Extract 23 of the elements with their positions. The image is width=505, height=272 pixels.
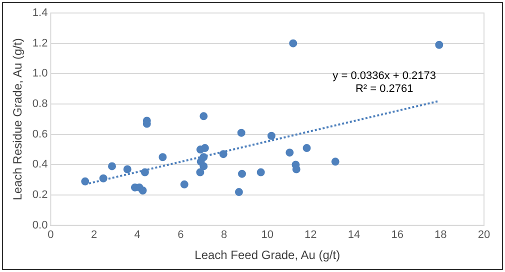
x-tick-label: 12 xyxy=(304,229,317,242)
x-tick-label: 0 xyxy=(48,229,54,242)
y-tick-label: 1.2 xyxy=(32,37,48,50)
x-tick-label: 20 xyxy=(478,229,490,242)
annotation: y = 0.0336x + 0.2173 xyxy=(332,70,436,82)
y-tick-label: 0.4 xyxy=(32,158,48,171)
y-tick-label: 0.8 xyxy=(32,98,48,110)
x-tick-label: 4 xyxy=(134,229,140,242)
x-tick-label: 8 xyxy=(220,229,228,242)
y-tick-label: 0.2 xyxy=(32,189,48,202)
annotation: R² = 0.2761 xyxy=(355,83,414,96)
y-tick-label: 1.0 xyxy=(32,68,48,80)
x-tick-label: 18 xyxy=(434,229,447,242)
y-axis-title: Leach Residue Grade, Au (g/t) xyxy=(10,38,25,200)
x-tick-label: 6 xyxy=(178,229,184,242)
x-tick-label: 16 xyxy=(391,229,404,242)
x-tick-label: 2 xyxy=(90,229,98,242)
y-tick-label: 1.4 xyxy=(32,7,48,20)
y-tick-label: 0.0 xyxy=(32,219,48,232)
x-tick-label: 14 xyxy=(348,229,360,242)
y-tick-label: 0.6 xyxy=(32,128,48,140)
x-tick-label: 10 xyxy=(261,229,274,242)
x-axis-title: Leach Feed Grade, Au (g/t) xyxy=(194,248,340,262)
